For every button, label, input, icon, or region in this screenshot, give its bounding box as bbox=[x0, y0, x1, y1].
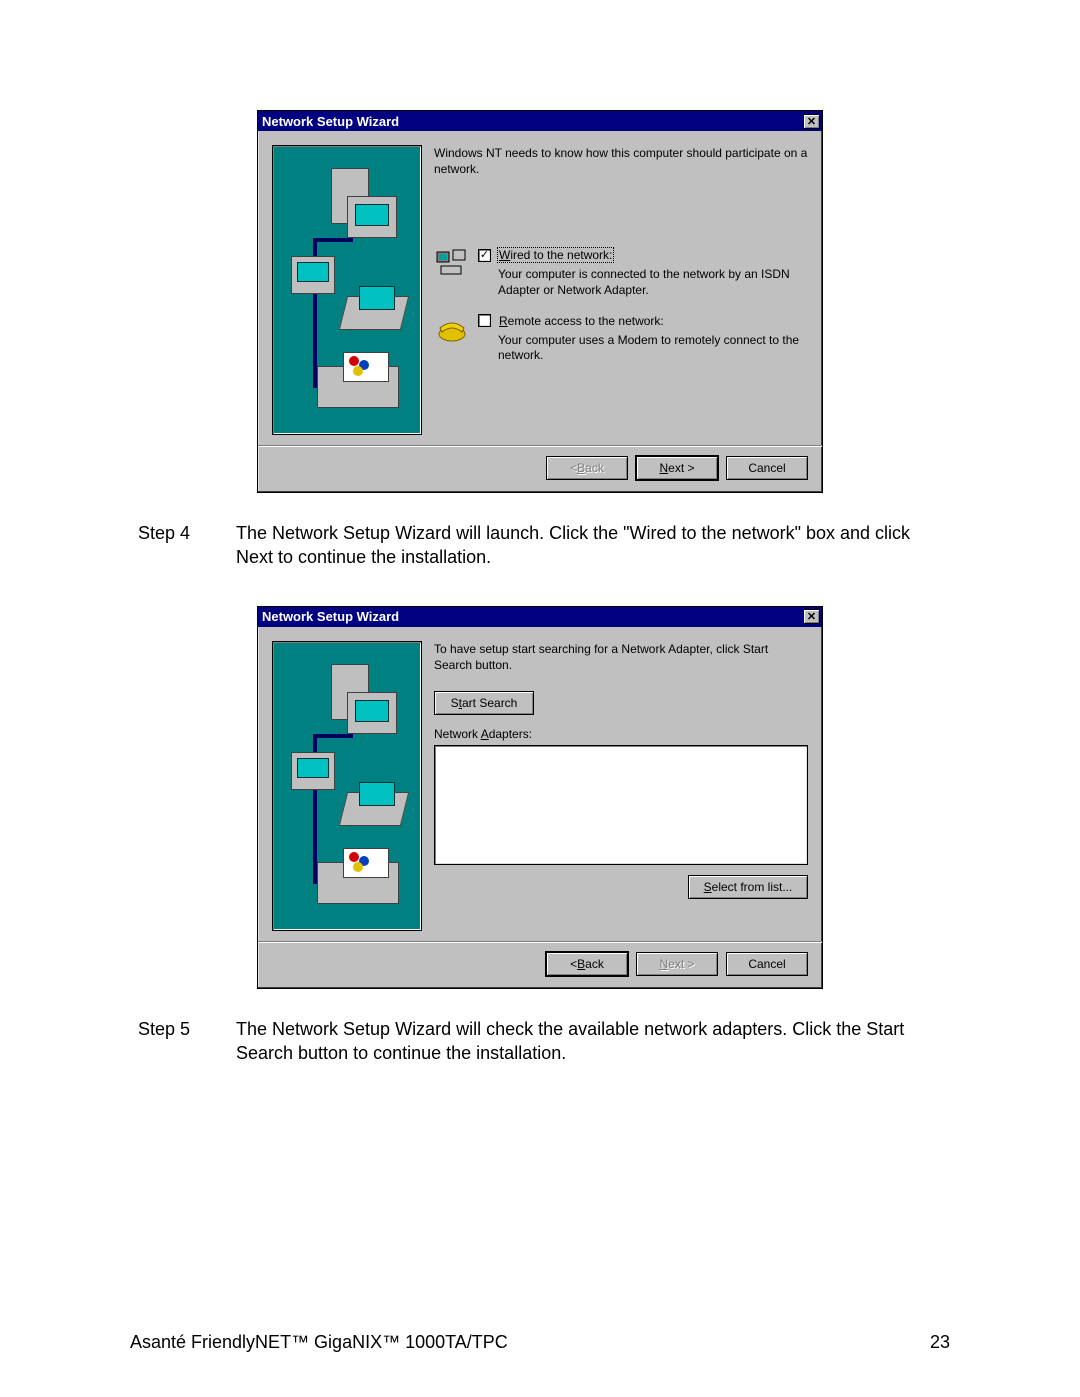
wired-option-row: ✓ Wired to the network: Your computer is… bbox=[434, 247, 808, 298]
close-icon[interactable]: ✕ bbox=[803, 114, 820, 129]
titlebar: Network Setup Wizard ✕ bbox=[258, 111, 822, 131]
remote-checkbox[interactable] bbox=[478, 314, 491, 327]
dialog-intro-text: Windows NT needs to know how this comput… bbox=[434, 145, 808, 177]
close-icon[interactable]: ✕ bbox=[803, 609, 820, 624]
step-4-label: Step 4 bbox=[138, 521, 208, 570]
adapters-label: Network Adapters: bbox=[434, 727, 808, 741]
step-4-block: Step 4 The Network Setup Wizard will lau… bbox=[138, 521, 942, 570]
titlebar: Network Setup Wizard ✕ bbox=[258, 607, 822, 627]
network-adapters-listbox[interactable] bbox=[434, 745, 808, 865]
start-search-button[interactable]: Start Search bbox=[434, 691, 534, 715]
network-setup-wizard-dialog-1: Network Setup Wizard ✕ bbox=[257, 110, 823, 493]
page-footer: Asanté FriendlyNET™ GigaNIX™ 1000TA/TPC … bbox=[130, 1332, 950, 1353]
remote-desc: Your computer uses a Modem to remotely c… bbox=[498, 333, 808, 364]
phone-icon bbox=[434, 313, 470, 345]
step-5-label: Step 5 bbox=[138, 1017, 208, 1066]
wizard-graphic bbox=[272, 145, 422, 435]
footer-product: Asanté FriendlyNET™ GigaNIX™ 1000TA/TPC bbox=[130, 1332, 508, 1353]
cancel-button[interactable]: Cancel bbox=[726, 952, 808, 976]
step-5-block: Step 5 The Network Setup Wizard will che… bbox=[138, 1017, 942, 1066]
wizard-graphic bbox=[272, 641, 422, 931]
next-button[interactable]: Next > bbox=[636, 456, 718, 480]
step-4-text: The Network Setup Wizard will launch. Cl… bbox=[236, 521, 942, 570]
dialog-intro-text: To have setup start searching for a Netw… bbox=[434, 641, 808, 673]
footer-page-number: 23 bbox=[930, 1332, 950, 1353]
window-title: Network Setup Wizard bbox=[262, 114, 803, 129]
network-adapter-icon bbox=[434, 247, 470, 279]
button-row: < Back Next > Cancel bbox=[258, 445, 822, 492]
remote-checkbox-label[interactable]: Remote access to the network: bbox=[497, 313, 666, 329]
network-setup-wizard-dialog-2: Network Setup Wizard ✕ To hav bbox=[257, 606, 823, 989]
wired-desc: Your computer is connected to the networ… bbox=[498, 267, 808, 298]
back-button[interactable]: < Back bbox=[546, 952, 628, 976]
wired-checkbox[interactable]: ✓ bbox=[478, 249, 491, 262]
step-5-text: The Network Setup Wizard will check the … bbox=[236, 1017, 942, 1066]
back-button[interactable]: < Back bbox=[546, 456, 628, 480]
next-button[interactable]: Next > bbox=[636, 952, 718, 976]
cancel-button[interactable]: Cancel bbox=[726, 456, 808, 480]
window-title: Network Setup Wizard bbox=[262, 609, 803, 624]
wired-checkbox-label[interactable]: Wired to the network: bbox=[497, 247, 614, 263]
button-row: < Back Next > Cancel bbox=[258, 941, 822, 988]
select-from-list-button[interactable]: Select from list... bbox=[688, 875, 808, 899]
remote-option-row: Remote access to the network: Your compu… bbox=[434, 313, 808, 364]
